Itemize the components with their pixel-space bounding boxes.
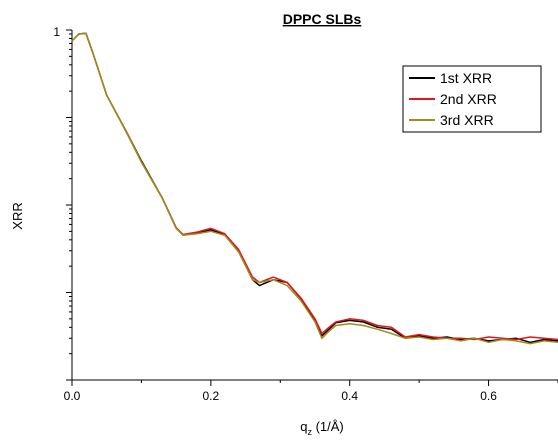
x-axis-label: qz (1/Å) <box>300 419 344 437</box>
legend-label-1st: 1st XRR <box>440 70 492 86</box>
legend-label-3rd: 3rd XRR <box>440 112 494 128</box>
series-lines <box>71 32 558 345</box>
x-axis-label-main: q <box>300 419 307 434</box>
x-ticks: 0.0 0.2 0.4 0.6 <box>64 380 558 403</box>
x-tick-label: 0.4 <box>341 389 358 403</box>
x-tick-label: 0.2 <box>203 389 220 403</box>
series-line-3rd-xrr <box>71 32 558 345</box>
x-tick-label: 0.0 <box>64 389 81 403</box>
y-tick-label: 1 <box>53 25 60 39</box>
y-axis-label: XRR <box>10 202 25 229</box>
y-tick-label-group: 1 <box>53 25 60 39</box>
legend: 1st XRR 2nd XRR 3rd XRR <box>402 65 542 133</box>
y-ticks <box>66 29 72 381</box>
legend-label-2nd: 2nd XRR <box>440 91 497 107</box>
x-axis-label-unit: (1/Å) <box>312 419 344 434</box>
x-axis-label-subscript: z <box>307 427 312 437</box>
chart-title: DPPC SLBs <box>283 11 362 27</box>
x-tick-label: 0.6 <box>480 389 497 403</box>
